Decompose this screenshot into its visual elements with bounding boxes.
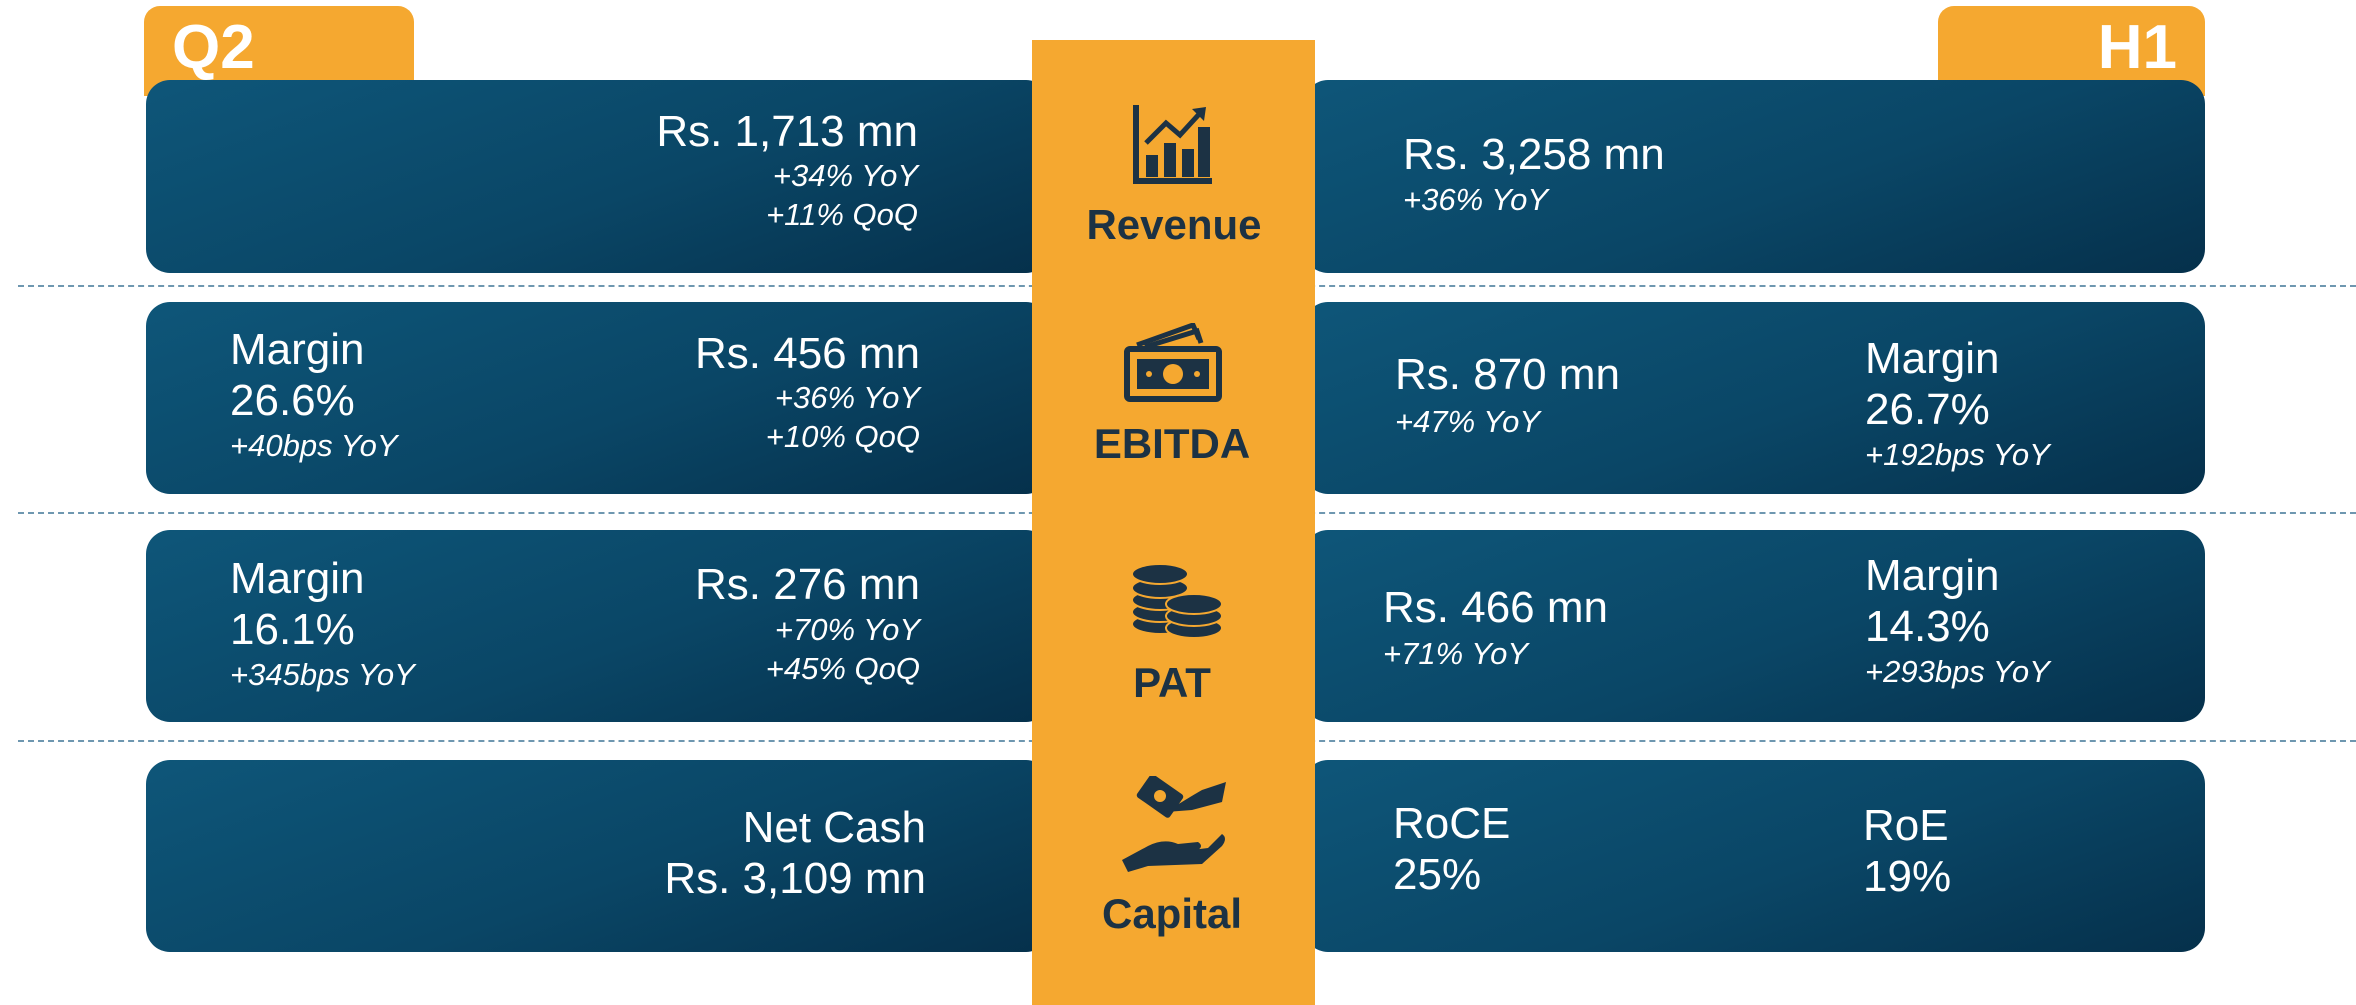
row-label: Revenue — [1086, 201, 1262, 248]
row-label: PAT — [1133, 659, 1211, 706]
value-label: Net Cash — [742, 803, 926, 852]
metric-value: 25% — [1393, 850, 1482, 899]
margin-change: +345bps YoY — [230, 657, 415, 692]
value: Rs. 276 mn — [695, 560, 920, 609]
h1-card — [1304, 530, 2205, 722]
margin-change: +293bps YoY — [1865, 654, 2050, 689]
margin-change: +40bps YoY — [230, 428, 398, 463]
tab-label: Q2 — [172, 13, 255, 82]
q2-card — [146, 302, 1050, 494]
metric-label: RoCE — [1393, 799, 1511, 848]
q2-card — [146, 530, 1050, 722]
q2-card — [146, 80, 1050, 273]
margin-label: Margin — [230, 325, 365, 374]
margin: 16.1% — [230, 605, 355, 654]
h1-card — [1304, 760, 2205, 952]
value: Rs. 3,109 mn — [664, 854, 926, 903]
change: +36% YoY — [1403, 182, 1549, 217]
margin-label: Margin — [1865, 334, 2000, 383]
revenue-icon — [1133, 105, 1212, 184]
change: +10% QoQ — [765, 419, 920, 454]
change: +70% YoY — [774, 612, 920, 647]
margin-label: Margin — [1865, 551, 2000, 600]
row-label: Capital — [1101, 890, 1243, 937]
margin: 26.6% — [230, 376, 355, 425]
tab-label: H1 — [2097, 13, 2177, 82]
change: +71% YoY — [1383, 636, 1529, 671]
h1-card — [1304, 80, 2205, 273]
row-label: EBITDA — [1093, 420, 1251, 467]
capital-icon — [1122, 776, 1226, 872]
value: Rs. 466 mn — [1383, 583, 1608, 632]
value: Rs. 3,258 mn — [1403, 130, 1665, 179]
margin-label: Margin — [230, 554, 365, 603]
margin-change: +192bps YoY — [1865, 437, 2050, 472]
change: +36% YoY — [774, 380, 920, 415]
value: Rs. 456 mn — [695, 329, 920, 378]
change: +11% QoQ — [766, 197, 918, 232]
metric-label: RoE — [1863, 801, 1949, 850]
margin: 26.7% — [1865, 385, 1990, 434]
change: +47% YoY — [1395, 404, 1541, 439]
metric-value: 19% — [1863, 852, 1952, 901]
q2-card — [146, 760, 1050, 952]
h1-card — [1304, 302, 2205, 494]
value: Rs. 1,713 mn — [656, 107, 918, 156]
margin: 14.3% — [1865, 602, 1990, 651]
pat-icon — [1131, 563, 1223, 639]
ebitda-icon — [1124, 323, 1222, 402]
value: Rs. 870 mn — [1395, 350, 1620, 399]
change: +34% YoY — [772, 158, 918, 193]
change: +45% QoQ — [765, 651, 920, 686]
